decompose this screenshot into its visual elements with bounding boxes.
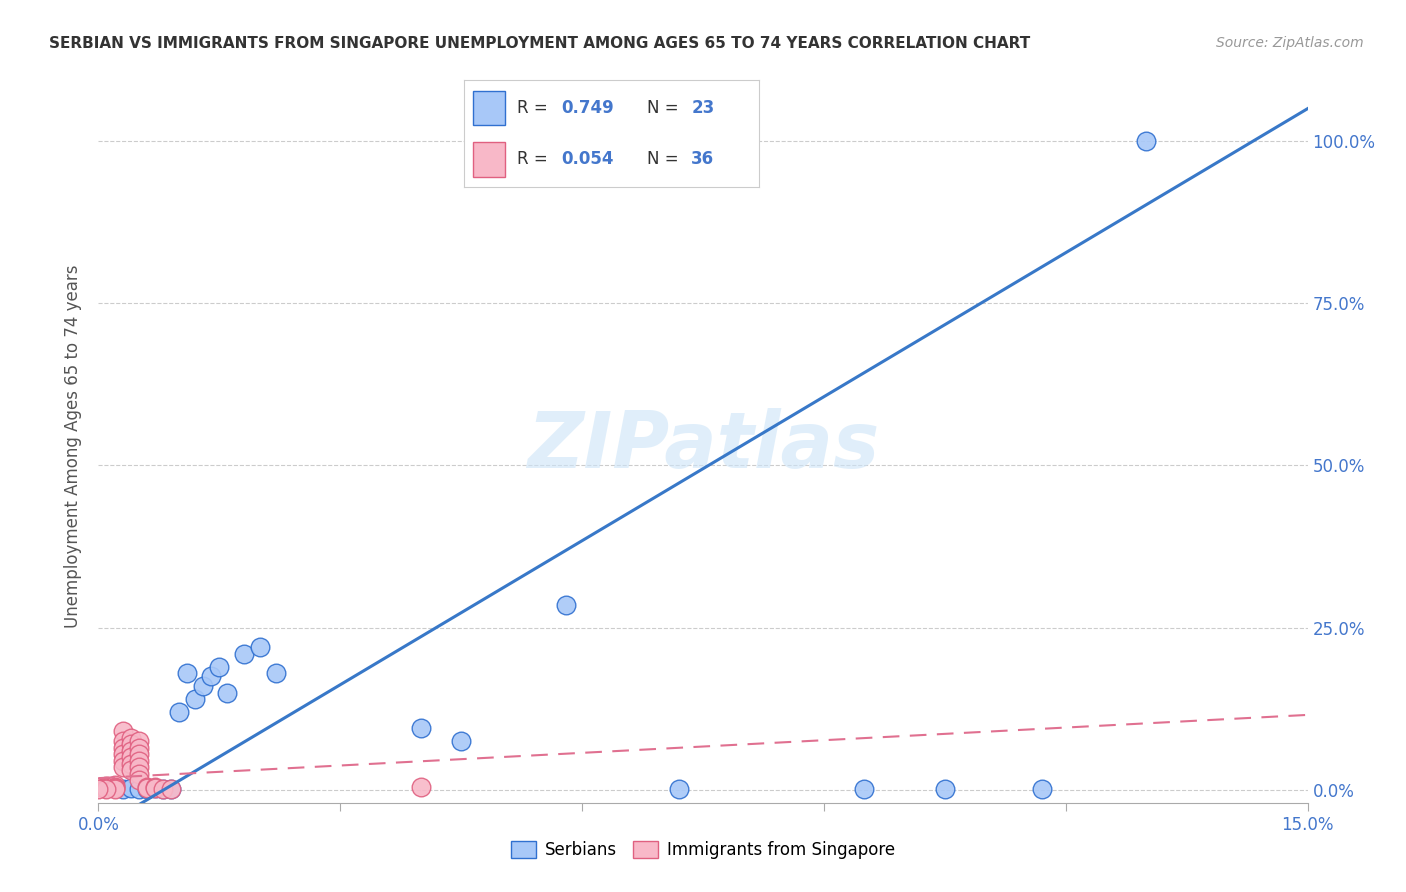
Point xyxy=(128,740,150,755)
Point xyxy=(217,685,239,699)
Point xyxy=(128,747,150,761)
Point xyxy=(1031,781,1053,796)
Point xyxy=(96,782,118,797)
Point xyxy=(111,734,134,748)
Point xyxy=(111,747,134,761)
Point xyxy=(409,721,432,735)
Point xyxy=(103,780,125,795)
Point xyxy=(143,780,166,795)
Point xyxy=(450,734,472,748)
Y-axis label: Unemployment Among Ages 65 to 74 years: Unemployment Among Ages 65 to 74 years xyxy=(65,264,83,628)
Text: Source: ZipAtlas.com: Source: ZipAtlas.com xyxy=(1216,36,1364,50)
Point xyxy=(103,778,125,792)
Point xyxy=(128,766,150,780)
Text: 0.054: 0.054 xyxy=(561,151,614,169)
Point xyxy=(120,738,142,752)
Point xyxy=(128,782,150,797)
Text: R =: R = xyxy=(517,99,553,117)
Point xyxy=(184,692,207,706)
Text: R =: R = xyxy=(517,151,553,169)
Text: 36: 36 xyxy=(692,151,714,169)
Point xyxy=(934,781,956,796)
Point xyxy=(249,640,271,654)
Point xyxy=(111,724,134,739)
Point xyxy=(160,782,183,797)
Point xyxy=(135,782,157,797)
Point xyxy=(143,780,166,794)
Point xyxy=(555,598,578,612)
Point xyxy=(128,754,150,768)
Point xyxy=(128,773,150,788)
Point xyxy=(143,780,166,795)
Text: ZIPatlas: ZIPatlas xyxy=(527,408,879,484)
Point xyxy=(200,669,222,683)
Point xyxy=(128,760,150,774)
Point xyxy=(96,780,118,795)
Point xyxy=(111,760,134,774)
Text: N =: N = xyxy=(647,99,683,117)
Point xyxy=(668,781,690,796)
Point xyxy=(264,666,287,681)
Point xyxy=(135,780,157,795)
Point xyxy=(120,756,142,771)
Point xyxy=(193,679,215,693)
Point xyxy=(111,782,134,797)
Text: SERBIAN VS IMMIGRANTS FROM SINGAPORE UNEMPLOYMENT AMONG AGES 65 TO 74 YEARS CORR: SERBIAN VS IMMIGRANTS FROM SINGAPORE UNE… xyxy=(49,36,1031,51)
Point xyxy=(96,780,118,795)
Point xyxy=(111,740,134,755)
Bar xyxy=(472,91,505,125)
Point xyxy=(120,780,142,795)
Text: N =: N = xyxy=(647,151,683,169)
Point xyxy=(120,744,142,758)
Point xyxy=(152,781,174,796)
Point xyxy=(111,754,134,768)
Point xyxy=(208,659,231,673)
Point xyxy=(167,705,190,719)
Point xyxy=(103,780,125,794)
Point xyxy=(152,782,174,797)
Point xyxy=(160,782,183,797)
Point xyxy=(87,782,110,797)
Point xyxy=(853,781,876,796)
Point xyxy=(176,666,198,681)
Point xyxy=(120,764,142,778)
Point xyxy=(409,780,432,794)
Text: 0.749: 0.749 xyxy=(561,99,614,117)
Legend: Serbians, Immigrants from Singapore: Serbians, Immigrants from Singapore xyxy=(505,834,901,866)
Bar xyxy=(472,143,505,177)
Point xyxy=(128,734,150,748)
Point xyxy=(96,780,118,795)
Point xyxy=(135,780,157,794)
Point xyxy=(96,779,118,793)
Point xyxy=(232,647,254,661)
Text: 23: 23 xyxy=(692,99,714,117)
Point xyxy=(120,731,142,745)
Point xyxy=(103,781,125,796)
Point xyxy=(120,750,142,764)
Point xyxy=(87,780,110,794)
Point xyxy=(1135,134,1157,148)
